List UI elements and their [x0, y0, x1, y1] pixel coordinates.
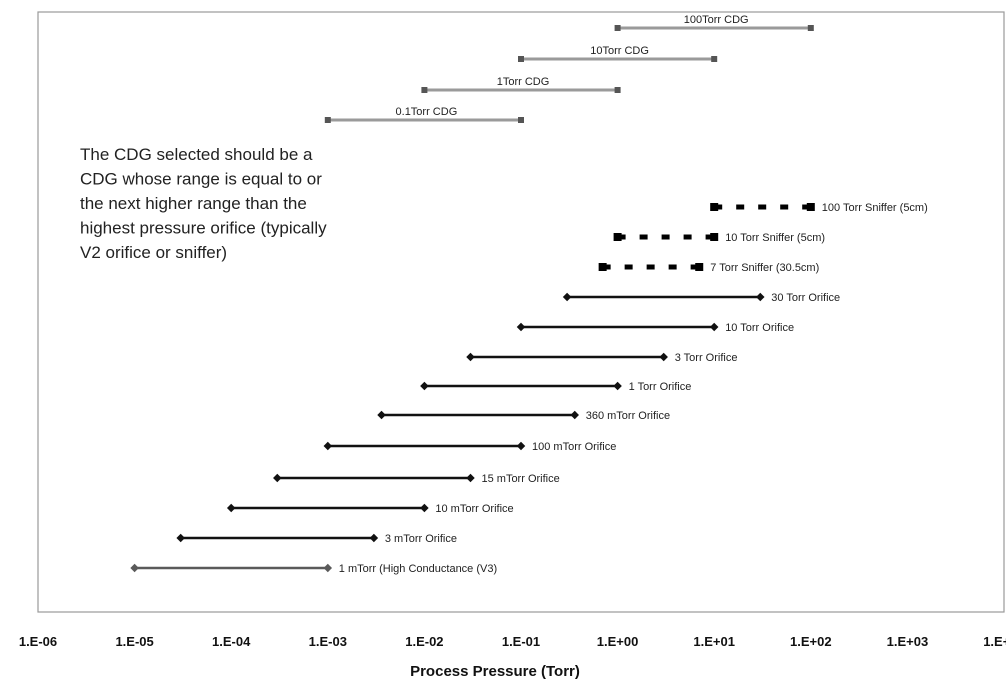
range-bar: 360 mTorr Orifice [377, 410, 670, 422]
x-tick-label: 1.E-04 [212, 634, 251, 649]
range-end-marker [806, 203, 815, 211]
range-bar: 10Torr CDG [518, 45, 718, 62]
plot-frame [37, 11, 1005, 613]
range-bar: 100 mTorr Orifice [323, 441, 616, 453]
x-tick-label: 1.E+01 [693, 634, 735, 649]
range-label: 30 Torr Orifice [771, 292, 840, 304]
range-end-marker [369, 533, 379, 543]
range-end-marker [598, 263, 607, 271]
range-label: 1Torr CDG [497, 76, 550, 88]
range-end-marker [420, 503, 429, 513]
range-end-marker [273, 473, 282, 483]
range-label: 0.1Torr CDG [396, 106, 458, 118]
range-label: 100 mTorr Orifice [532, 441, 616, 453]
x-tick-label: 1.E+00 [597, 634, 639, 649]
annotation-line: CDG whose range is equal to or [80, 170, 322, 189]
range-label: 15 mTorr Orifice [481, 473, 559, 485]
annotation-note: The CDG selected should be a CDG whose ra… [80, 145, 327, 262]
range-label: 10 Torr Orifice [725, 322, 794, 334]
range-end-marker [614, 87, 621, 93]
x-tick-label: 1.E-06 [19, 634, 57, 649]
x-axis-ticks: 1.E-06 1.E-05 1.E-04 1.E-03 1.E-02 1.E-01 1.E+… [19, 634, 1006, 649]
x-tick-label: 1.E-02 [405, 634, 443, 649]
x-tick-label: 1.E-01 [502, 634, 540, 649]
x-tick-label: 1.E+03 [887, 634, 929, 649]
range-end-marker [516, 322, 526, 332]
range-label: 1 Torr Orifice [629, 381, 692, 393]
range-label: 1 mTorr (High Conductance (V3) [339, 563, 497, 575]
range-end-marker [466, 473, 475, 483]
range-label: 100Torr CDG [684, 14, 749, 26]
annotation-line: V2 orifice or sniffer) [80, 243, 227, 262]
range-bar: 15 mTorr Orifice [273, 473, 560, 485]
x-tick-label: 1.E+04 [983, 634, 1006, 649]
range-end-marker [323, 441, 333, 451]
range-label: 10 Torr Sniffer (5cm) [725, 232, 825, 244]
range-end-marker [570, 410, 579, 420]
range-label: 7 Torr Sniffer (30.5cm) [710, 262, 819, 274]
range-end-marker [709, 322, 719, 332]
range-end-marker [324, 117, 331, 123]
x-tick-label: 1.E+02 [790, 634, 832, 649]
range-label: 360 mTorr Orifice [586, 410, 670, 422]
range-bar: 10 Torr Sniffer (5cm) [613, 232, 825, 244]
range-end-marker [562, 292, 572, 302]
range-end-marker [659, 352, 668, 362]
annotation-line: The CDG selected should be a [80, 145, 313, 164]
range-end-marker [516, 441, 526, 451]
x-axis-title: Process Pressure (Torr) [410, 663, 580, 680]
range-bar: 10 mTorr Orifice [226, 503, 514, 515]
annotation-line: the next higher range than the [80, 194, 307, 213]
range-bars: 100Torr CDG 10Torr CDG 1Torr CDG 0.1Torr CD… [130, 14, 928, 575]
range-bar: 100 Torr Sniffer (5cm) [710, 202, 928, 214]
annotation-line: highest pressure orifice (typically [80, 219, 327, 238]
range-end-marker [226, 503, 236, 513]
range-bar: 3 mTorr Orifice [176, 533, 457, 545]
range-bar: 10 Torr Orifice [516, 322, 794, 334]
range-end-marker [518, 56, 524, 62]
range-end-marker [614, 25, 621, 31]
range-end-marker [421, 87, 428, 93]
range-end-marker [807, 25, 814, 31]
range-bar: 30 Torr Orifice [562, 292, 840, 304]
range-end-marker [756, 292, 765, 302]
range-end-marker [613, 233, 622, 241]
x-tick-label: 1.E-05 [115, 634, 153, 649]
range-bar: 0.1Torr CDG [324, 106, 524, 123]
range-end-marker [377, 410, 386, 420]
range-end-marker [420, 381, 429, 391]
range-bar: 1Torr CDG [421, 76, 621, 93]
range-end-marker [710, 233, 719, 241]
range-label: 100 Torr Sniffer (5cm) [822, 202, 928, 214]
range-label: 3 Torr Orifice [675, 352, 738, 364]
range-end-marker [466, 352, 475, 362]
range-bar: 1 Torr Orifice [420, 381, 691, 393]
x-tick-label: 1.E-03 [309, 634, 347, 649]
range-bar: 7 Torr Sniffer (30.5cm) [598, 262, 819, 274]
range-end-marker [710, 203, 719, 211]
range-end-marker [518, 117, 524, 123]
range-end-marker [711, 56, 718, 62]
range-label: 3 mTorr Orifice [385, 533, 457, 545]
range-end-marker [323, 563, 333, 573]
range-bar: 3 Torr Orifice [466, 352, 737, 364]
range-label: 10Torr CDG [590, 45, 649, 57]
range-bar: 100Torr CDG [614, 14, 814, 31]
range-end-marker [695, 263, 704, 271]
range-end-marker [613, 381, 622, 391]
range-label: 10 mTorr Orifice [435, 503, 513, 515]
